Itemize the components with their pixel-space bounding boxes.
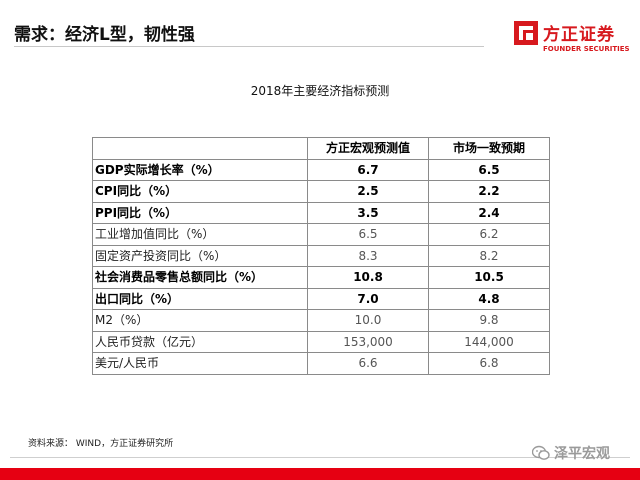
- forecast-value: 3.5: [307, 201, 429, 224]
- row-label: GDP实际增长率（%）: [92, 158, 308, 181]
- title-divider: [14, 46, 484, 47]
- forecast-value: 10.0: [307, 309, 429, 332]
- row-label: 美元/人民币: [92, 352, 308, 375]
- row-label: 社会消费品零售总额同比（%）: [92, 266, 308, 289]
- consensus-value: 8.2: [428, 244, 550, 267]
- consensus-value: 144,000: [428, 330, 550, 353]
- page-title: 需求：经济L型，韧性强: [14, 25, 195, 45]
- table-title: 2018年主要经济指标预测: [250, 84, 390, 98]
- forecast-value: 6.7: [307, 158, 429, 181]
- header-blank: [92, 137, 308, 160]
- table-row: 社会消费品零售总额同比（%） 10.8 10.5: [92, 266, 550, 289]
- row-label: 出口同比（%）: [92, 287, 308, 310]
- row-label: 人民币贷款（亿元）: [92, 330, 308, 353]
- table-row: 固定资产投资同比（%） 8.3 8.2: [92, 244, 550, 267]
- logo-name-en: FOUNDER SECURITIES: [543, 45, 630, 53]
- table-row: 人民币贷款（亿元） 153,000 144,000: [92, 330, 550, 353]
- row-label: 工业增加值同比（%）: [92, 223, 308, 246]
- founder-securities-logo: 方正证券 FOUNDER SECURITIES: [513, 18, 633, 58]
- wechat-icon: [532, 445, 550, 460]
- table-row: 出口同比（%） 7.0 4.8: [92, 287, 550, 310]
- header-consensus: 市场一致预期: [428, 137, 550, 160]
- forecast-value: 6.5: [307, 223, 429, 246]
- forecast-value: 153,000: [307, 330, 429, 353]
- table-row: CPI同比（%） 2.5 2.2: [92, 180, 550, 203]
- watermark-text: 泽平宏观: [554, 446, 610, 462]
- table-row: 工业增加值同比（%） 6.5 6.2: [92, 223, 550, 246]
- consensus-value: 9.8: [428, 309, 550, 332]
- indicator-table: 方正宏观预测值 市场一致预期 GDP实际增长率（%） 6.7 6.5 CPI同比（%）…: [92, 137, 550, 375]
- row-label: CPI同比（%）: [92, 180, 308, 203]
- row-label: 固定资产投资同比（%）: [92, 244, 308, 267]
- forecast-value: 7.0: [307, 287, 429, 310]
- forecast-value: 2.5: [307, 180, 429, 203]
- row-label: PPI同比（%）: [92, 201, 308, 224]
- forecast-value: 8.3: [307, 244, 429, 267]
- forecast-value: 10.8: [307, 266, 429, 289]
- consensus-value: 4.8: [428, 287, 550, 310]
- consensus-value: 6.8: [428, 352, 550, 375]
- consensus-value: 6.5: [428, 158, 550, 181]
- table-header-row: 方正宏观预测值 市场一致预期: [92, 137, 550, 160]
- footer-divider: [10, 457, 630, 458]
- consensus-value: 10.5: [428, 266, 550, 289]
- watermark: 泽平宏观: [532, 442, 610, 464]
- table-row: PPI同比（%） 3.5 2.4: [92, 201, 550, 224]
- header-forecast: 方正宏观预测值: [307, 137, 429, 160]
- bottom-accent-bar: [0, 468, 640, 480]
- table-row: M2（%） 10.0 9.8: [92, 309, 550, 332]
- founder-logo-icon: [514, 21, 538, 45]
- forecast-value: 6.6: [307, 352, 429, 375]
- consensus-value: 6.2: [428, 223, 550, 246]
- row-label: M2（%）: [92, 309, 308, 332]
- consensus-value: 2.4: [428, 201, 550, 224]
- table-row: GDP实际增长率（%） 6.7 6.5: [92, 158, 550, 181]
- table-row: 美元/人民币 6.6 6.8: [92, 352, 550, 375]
- source-note: 资料来源： WIND，方正证券研究所: [28, 439, 174, 449]
- consensus-value: 2.2: [428, 180, 550, 203]
- logo-name-cn: 方正证券: [543, 25, 615, 45]
